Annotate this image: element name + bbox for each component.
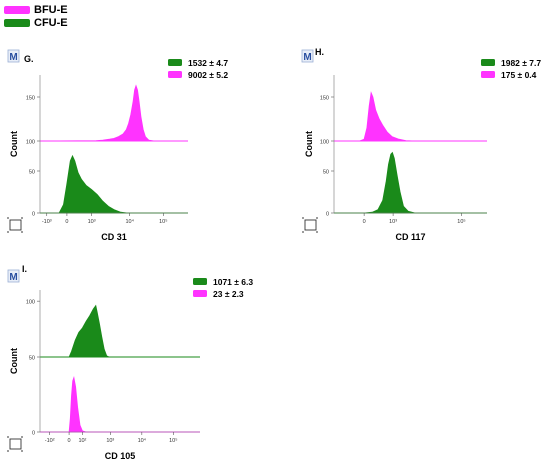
- legend-item-bfu-e: BFU-E: [4, 4, 68, 16]
- y-tick-label: 100: [320, 140, 329, 146]
- stat-swatch: [168, 71, 182, 78]
- x-tick-label: 10³: [88, 219, 96, 225]
- histogram-area-bfu-e: [39, 84, 188, 142]
- flowjo-badge: M: [7, 49, 20, 63]
- y-tick-label: 100: [26, 300, 35, 306]
- x-axis-label: CD 117: [395, 232, 425, 242]
- flowjo-badge: M: [7, 269, 20, 283]
- x-tick-label: 10⁵: [457, 218, 465, 225]
- legend-item-cfu-e: CFU-E: [4, 17, 68, 29]
- stat-row: 1071 ± 6.3: [193, 277, 253, 287]
- histogram-area-cfu-e: [40, 154, 188, 214]
- histogram-area-cfu-e: [334, 151, 487, 214]
- stat-text: 23 ± 2.3: [213, 289, 244, 299]
- stat-swatch: [481, 71, 495, 78]
- stat-swatch: [193, 290, 207, 297]
- histogram-panel-1: M G. 1532 ± 4.7 9002 ± 5.2 100 150 0 50 -10³ 0 10³…: [7, 49, 228, 242]
- stat-text: 9002 ± 5.2: [188, 70, 228, 80]
- y-axis-label: Count: [9, 348, 19, 374]
- x-tick-label: 10⁴: [125, 218, 134, 225]
- panel-title: G.: [24, 54, 34, 64]
- histogram-area-cfu-e: [40, 304, 200, 358]
- histogram-area-bfu-e: [334, 91, 487, 142]
- x-axis-label: CD 31: [101, 232, 127, 242]
- legend-label-bfu-e: BFU-E: [34, 4, 68, 16]
- stat-text: 1071 ± 6.3: [213, 277, 253, 287]
- x-tick-label: 10²: [78, 438, 86, 444]
- panel-title: I.: [22, 264, 27, 274]
- x-tick-label: 0: [68, 438, 71, 444]
- stat-text: 175 ± 0.4: [501, 70, 537, 80]
- y-tick-label: 50: [29, 170, 35, 176]
- x-tick-label: 10³: [106, 438, 114, 444]
- gate-icon: [7, 436, 23, 452]
- x-tick-label: 0: [363, 219, 366, 225]
- legend-swatch-cfu-e: [4, 19, 30, 27]
- stat-swatch: [481, 59, 495, 66]
- x-tick-label: 0: [65, 219, 68, 225]
- y-tick-label: 0: [32, 431, 35, 437]
- x-tick-label: 10³: [389, 219, 397, 225]
- stat-row: 9002 ± 5.2: [168, 70, 228, 80]
- flowjo-badge: M: [301, 49, 314, 63]
- gate-icon: [302, 217, 318, 233]
- stat-row: 1982 ± 7.7: [481, 58, 541, 68]
- gate-icon: [7, 217, 23, 233]
- stat-text: 1982 ± 7.7: [501, 58, 541, 68]
- y-tick-label: 0: [326, 212, 329, 218]
- x-axis-label: CD 105: [105, 451, 136, 461]
- y-tick-label: 150: [320, 96, 329, 102]
- x-tick-label: 10⁴: [138, 437, 147, 444]
- y-axis-label: Count: [304, 131, 314, 157]
- x-tick-label: -10³: [42, 219, 52, 225]
- stat-row: 1532 ± 4.7: [168, 58, 228, 68]
- y-axis-label: Count: [9, 131, 19, 157]
- y-tick-label: 50: [323, 170, 329, 176]
- y-tick-label: 150: [26, 96, 35, 102]
- stat-swatch: [193, 278, 207, 285]
- histogram-panel-2: M H. 1982 ± 7.7 175 ± 0.4 100 150 0 50 0 10³ 10⁵ CD…: [301, 47, 541, 242]
- legend-label-cfu-e: CFU-E: [34, 17, 68, 29]
- histogram-area-bfu-e: [40, 376, 200, 433]
- stat-text: 1532 ± 4.7: [188, 58, 228, 68]
- badge-letter: M: [9, 272, 17, 283]
- stat-swatch: [168, 59, 182, 66]
- y-tick-label: 0: [32, 212, 35, 218]
- stat-row: 23 ± 2.3: [193, 289, 244, 299]
- x-tick-label: 10⁵: [159, 218, 167, 225]
- y-tick-label: 100: [26, 140, 35, 146]
- panel-title: H.: [315, 47, 324, 57]
- stat-row: 175 ± 0.4: [481, 70, 537, 80]
- histogram-panel-3: M I. 1071 ± 6.3 23 ± 2.3 50 100 0 -10² 0 10² 10³ 10…: [7, 264, 253, 461]
- badge-letter: M: [9, 52, 17, 63]
- legend-swatch-bfu-e: [4, 6, 30, 14]
- x-tick-label: -10²: [45, 438, 55, 444]
- badge-letter: M: [303, 52, 311, 63]
- y-tick-label: 50: [29, 356, 35, 362]
- x-tick-label: 10⁵: [169, 437, 177, 444]
